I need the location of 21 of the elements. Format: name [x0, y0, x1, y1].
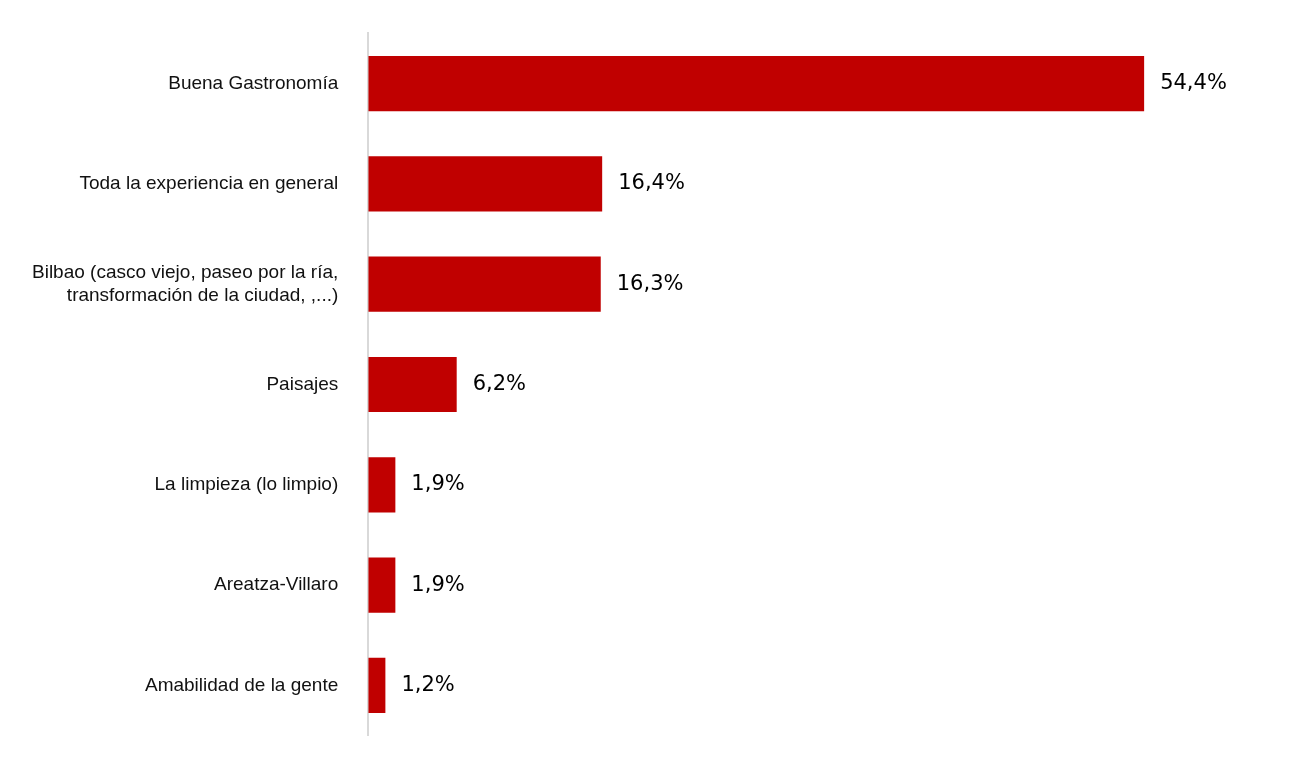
bar	[368, 256, 601, 312]
bar	[368, 457, 396, 513]
y-tick-label: Bilbao (casco viejo, paseo por la ría, transformación de la ciudad, ,...)	[31, 261, 339, 305]
bar	[368, 657, 386, 714]
data-label: 1,2%	[401, 671, 455, 696]
data-label: 1,9%	[411, 471, 465, 496]
bar	[368, 356, 457, 413]
y-tick-label: Areatza-Villaro	[214, 573, 339, 595]
data-label: 16,3%	[616, 270, 684, 295]
y-tick-label: Paisajes	[266, 372, 339, 394]
data-label: 6,2%	[472, 370, 527, 395]
y-tick-label: La limpieza (lo limpio)	[154, 473, 339, 495]
data-label: 1,9%	[411, 571, 465, 596]
bar	[368, 55, 1145, 112]
bar	[368, 156, 603, 212]
y-tick-label: Amabilidad de la gente	[144, 673, 339, 695]
y-tick-label: Toda la experiencia en general	[79, 172, 339, 194]
y-tick-label: Buena Gastronomía	[168, 71, 339, 93]
data-label: 16,4%	[618, 170, 685, 195]
data-label: 54,4%	[1160, 70, 1227, 95]
bar	[368, 557, 396, 613]
